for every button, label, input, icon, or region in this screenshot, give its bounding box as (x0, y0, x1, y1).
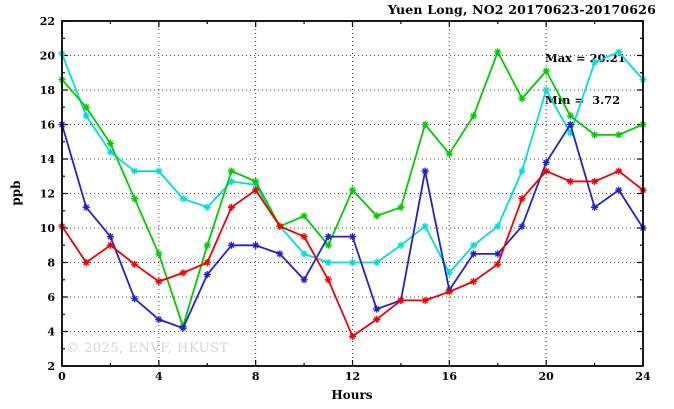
y-tick-label: 22 (40, 15, 55, 28)
x-tick-label: 16 (442, 370, 458, 383)
x-tick-label: 0 (58, 370, 66, 383)
y-tick-label: 18 (40, 84, 56, 97)
series-green-markers (58, 48, 647, 330)
y-tick-label: 4 (47, 326, 55, 339)
watermark: © 2025, ENVF, HKUST (66, 341, 229, 356)
y-tick-label: 2 (47, 360, 55, 373)
x-tick-label: 12 (345, 370, 360, 383)
series-cyan-markers (58, 48, 647, 277)
plot-border (61, 20, 644, 367)
x-axis-title: Hours (331, 388, 373, 402)
x-tick-label: 20 (539, 370, 555, 383)
x-tick-label: 24 (635, 370, 651, 383)
x-tick-label: 4 (155, 370, 163, 383)
y-tick-label: 16 (40, 119, 56, 132)
y-tick-label: 10 (40, 222, 56, 235)
y-tick-label: 20 (40, 50, 56, 63)
chart-title: Yuen Long, NO2 20170623-20170626 (387, 2, 656, 17)
y-tick-label: 14 (40, 153, 56, 166)
y-tick-label: 12 (40, 188, 55, 201)
x-tick-label: 8 (252, 370, 260, 383)
y-tick-label: 6 (47, 291, 55, 304)
y-tick-label: 8 (47, 257, 55, 270)
